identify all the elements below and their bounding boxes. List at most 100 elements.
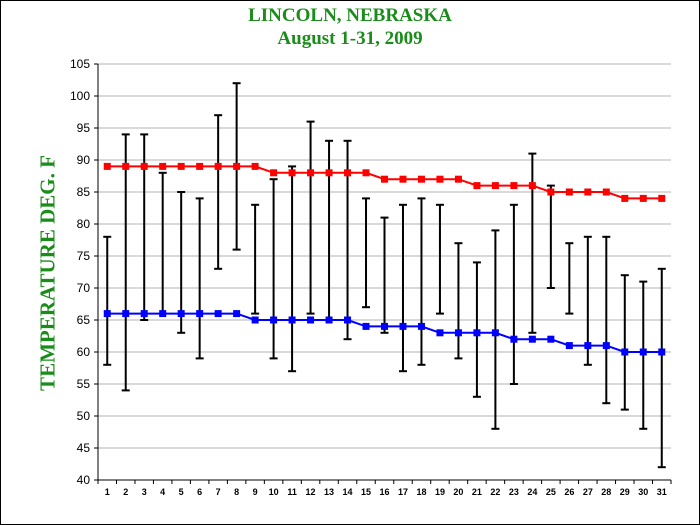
series-0-point-day-28 [602, 188, 610, 196]
y-tick-label-40: 40 [77, 473, 91, 487]
series-0-point-day-29 [621, 194, 629, 202]
series-1-point-day-27 [584, 342, 592, 350]
y-tick-label-50: 50 [77, 409, 91, 423]
y-tick-label-90: 90 [77, 153, 91, 167]
x-tick-label-15: 15 [361, 487, 371, 497]
x-tick-label-24: 24 [527, 487, 537, 497]
series-0-point-day-19 [436, 175, 444, 183]
series-0-point-day-10 [270, 169, 278, 177]
x-tick-label-10: 10 [269, 487, 279, 497]
series-0-point-day-1 [103, 162, 111, 170]
series-1-point-day-31 [658, 348, 666, 356]
x-tick-label-21: 21 [472, 487, 482, 497]
series-0-point-day-20 [454, 175, 462, 183]
series-0-point-day-30 [639, 194, 647, 202]
x-tick-label-6: 6 [197, 487, 202, 497]
series-0-point-day-12 [307, 169, 315, 177]
series-0-point-day-6 [196, 162, 204, 170]
series-1-point-day-4 [159, 310, 167, 318]
x-tick-label-11: 11 [287, 487, 297, 497]
series-1-point-day-18 [417, 322, 425, 330]
series-0-point-day-17 [399, 175, 407, 183]
series-1-point-day-12 [307, 316, 315, 324]
series-0-point-day-23 [510, 182, 518, 190]
series-1-point-day-19 [436, 329, 444, 337]
x-tick-label-14: 14 [343, 487, 353, 497]
series-1-point-day-15 [362, 322, 370, 330]
series-0-point-day-11 [288, 169, 296, 177]
series-1-point-day-23 [510, 335, 518, 343]
y-tick-label-75: 75 [77, 249, 91, 263]
x-tick-label-29: 29 [620, 487, 630, 497]
y-tick-label-100: 100 [70, 89, 90, 103]
series-0-point-day-26 [565, 188, 573, 196]
x-tick-label-12: 12 [306, 487, 316, 497]
y-tick-label-70: 70 [77, 281, 91, 295]
series-1-point-day-10 [270, 316, 278, 324]
series-1-point-day-11 [288, 316, 296, 324]
series-1-point-day-6 [196, 310, 204, 318]
series-0-point-day-24 [528, 182, 536, 190]
x-tick-label-3: 3 [142, 487, 147, 497]
series-0-point-day-31 [658, 194, 666, 202]
series-0-point-day-2 [122, 162, 130, 170]
series-0-point-day-14 [344, 169, 352, 177]
y-tick-label-105: 105 [70, 57, 90, 71]
series-0-point-day-4 [159, 162, 167, 170]
y-tick-label-65: 65 [77, 313, 91, 327]
series-1-point-day-1 [103, 310, 111, 318]
series-0-point-day-3 [140, 162, 148, 170]
series-0-point-day-5 [177, 162, 185, 170]
x-tick-label-18: 18 [416, 487, 426, 497]
series-1-point-day-13 [325, 316, 333, 324]
y-tick-label-95: 95 [77, 121, 91, 135]
x-tick-label-28: 28 [601, 487, 611, 497]
series-1-point-day-20 [454, 329, 462, 337]
x-tick-label-30: 30 [638, 487, 648, 497]
x-tick-label-26: 26 [564, 487, 574, 497]
x-tick-label-5: 5 [179, 487, 184, 497]
series-0-point-day-9 [251, 162, 259, 170]
x-tick-label-4: 4 [160, 487, 165, 497]
series-0-point-day-21 [473, 182, 481, 190]
x-tick-label-2: 2 [123, 487, 128, 497]
y-tick-label-80: 80 [77, 217, 91, 231]
series-1-point-day-9 [251, 316, 259, 324]
series-0-point-day-27 [584, 188, 592, 196]
series-0-point-day-25 [547, 188, 555, 196]
series-0-point-day-22 [491, 182, 499, 190]
series-1-point-day-30 [639, 348, 647, 356]
x-tick-label-31: 31 [657, 487, 667, 497]
chart-title: LINCOLN, NEBRASKA [248, 5, 452, 26]
x-tick-label-23: 23 [509, 487, 519, 497]
x-tick-label-22: 22 [490, 487, 500, 497]
series-0-point-day-16 [381, 175, 388, 183]
series-1-point-day-8 [233, 310, 241, 318]
series-0-point-day-13 [325, 169, 333, 177]
series-1-point-day-7 [214, 310, 222, 318]
x-tick-label-9: 9 [253, 487, 258, 497]
series-1-point-day-17 [399, 322, 407, 330]
series-1-point-day-28 [602, 342, 610, 350]
y-tick-label-85: 85 [77, 185, 91, 199]
series-1-point-day-16 [381, 322, 388, 330]
series-1-point-day-24 [528, 335, 536, 343]
series-1-point-day-5 [177, 310, 185, 318]
series-1-point-day-14 [344, 316, 352, 324]
x-tick-label-27: 27 [583, 487, 593, 497]
x-tick-label-20: 20 [453, 487, 463, 497]
x-tick-label-16: 16 [379, 487, 389, 497]
x-tick-label-1: 1 [105, 487, 110, 497]
x-tick-label-13: 13 [324, 487, 334, 497]
series-1-point-day-26 [565, 342, 573, 350]
series-0-point-day-15 [362, 169, 370, 177]
series-0-point-day-18 [417, 175, 425, 183]
series-1-point-day-29 [621, 348, 629, 356]
series-1-point-day-22 [491, 329, 499, 337]
series-1-point-day-25 [547, 335, 555, 343]
x-tick-label-8: 8 [234, 487, 239, 497]
y-tick-label-45: 45 [77, 441, 91, 455]
x-tick-label-25: 25 [546, 487, 556, 497]
